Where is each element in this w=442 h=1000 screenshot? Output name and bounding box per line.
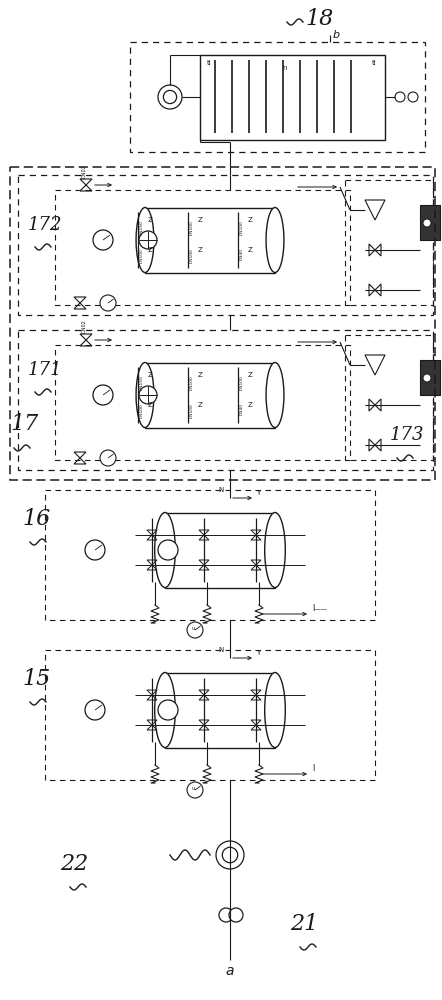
Text: Z: Z [248,217,252,223]
Text: l: l [312,604,314,613]
Text: DN100: DN100 [190,220,194,235]
Text: n: n [283,65,287,71]
Ellipse shape [266,208,284,272]
Bar [10,167,435,480]
Bar [165,512,275,587]
Ellipse shape [136,208,154,272]
Circle shape [423,219,431,227]
Text: DN100: DN100 [190,375,194,390]
Circle shape [93,385,113,405]
Circle shape [139,386,157,404]
Text: DN100: DN100 [240,375,244,390]
Text: DN100: DN100 [240,220,244,235]
Text: Y: Y [256,650,260,656]
Text: DN150: DN150 [140,375,144,390]
Text: Z: Z [248,402,252,408]
Bar [45,490,375,620]
Text: Z: Z [148,402,152,408]
Text: N: N [218,487,223,493]
Text: 18: 18 [306,8,334,30]
Bar [345,335,433,460]
Bar [420,360,440,395]
Bar [55,345,350,460]
Circle shape [219,908,233,922]
Text: 16: 16 [22,508,50,530]
Bar [18,330,433,470]
Bar [345,180,433,305]
Circle shape [100,450,116,466]
Ellipse shape [155,512,175,587]
Text: u: u [191,626,195,631]
Polygon shape [365,355,385,375]
Bar [145,208,275,272]
Text: 21: 21 [290,913,318,935]
Text: 172: 172 [28,216,62,234]
Circle shape [85,540,105,560]
Circle shape [139,231,157,249]
Text: DN100: DN100 [190,403,194,418]
Text: u: u [191,786,195,790]
Circle shape [216,841,244,869]
Polygon shape [365,200,385,220]
Bar [200,55,385,140]
Ellipse shape [265,672,286,748]
Text: 22: 22 [60,853,88,875]
Text: DN100: DN100 [190,248,194,263]
Bar [420,205,440,240]
Text: Z: Z [148,247,152,253]
Text: Z: Z [248,372,252,378]
Text: DN150: DN150 [140,220,144,235]
Circle shape [222,847,238,863]
Circle shape [164,90,177,104]
Circle shape [158,85,182,109]
Text: Z: Z [248,247,252,253]
Circle shape [85,700,105,720]
Text: tl: tl [372,60,377,66]
Circle shape [158,540,178,560]
Circle shape [229,908,243,922]
Ellipse shape [266,362,284,428]
Text: ——: —— [314,606,328,612]
Text: DN100: DN100 [140,403,144,418]
Ellipse shape [136,362,154,428]
Circle shape [423,374,431,382]
Text: tl: tl [207,60,212,66]
Text: DN40: DN40 [240,248,244,260]
Text: DN100: DN100 [140,248,144,263]
Text: 171: 171 [28,361,62,379]
Text: Z: Z [198,217,202,223]
Text: Z: Z [198,247,202,253]
Circle shape [187,782,203,798]
Text: Z: Z [198,402,202,408]
Text: Z: Z [148,372,152,378]
Bar [18,175,433,315]
Text: N: N [218,647,223,653]
Text: DN02: DN02 [82,319,87,333]
Text: 17: 17 [10,413,38,435]
Text: a: a [226,964,234,978]
Circle shape [187,622,203,638]
Text: 15: 15 [22,668,50,690]
Ellipse shape [265,512,286,587]
Circle shape [93,230,113,250]
Bar [145,362,275,428]
Text: Z: Z [148,217,152,223]
Circle shape [100,295,116,311]
Bar [165,672,275,748]
Bar [130,42,425,152]
Bar [55,190,350,305]
Circle shape [408,92,418,102]
Text: DN02: DN02 [82,164,87,178]
Text: b: b [333,30,340,40]
Text: DN40: DN40 [240,403,244,415]
Bar [45,650,375,780]
Text: Y: Y [256,490,260,496]
Text: l: l [312,764,314,773]
Circle shape [158,700,178,720]
Text: 173: 173 [390,426,424,444]
Text: Z: Z [198,372,202,378]
Circle shape [395,92,405,102]
Ellipse shape [155,672,175,748]
